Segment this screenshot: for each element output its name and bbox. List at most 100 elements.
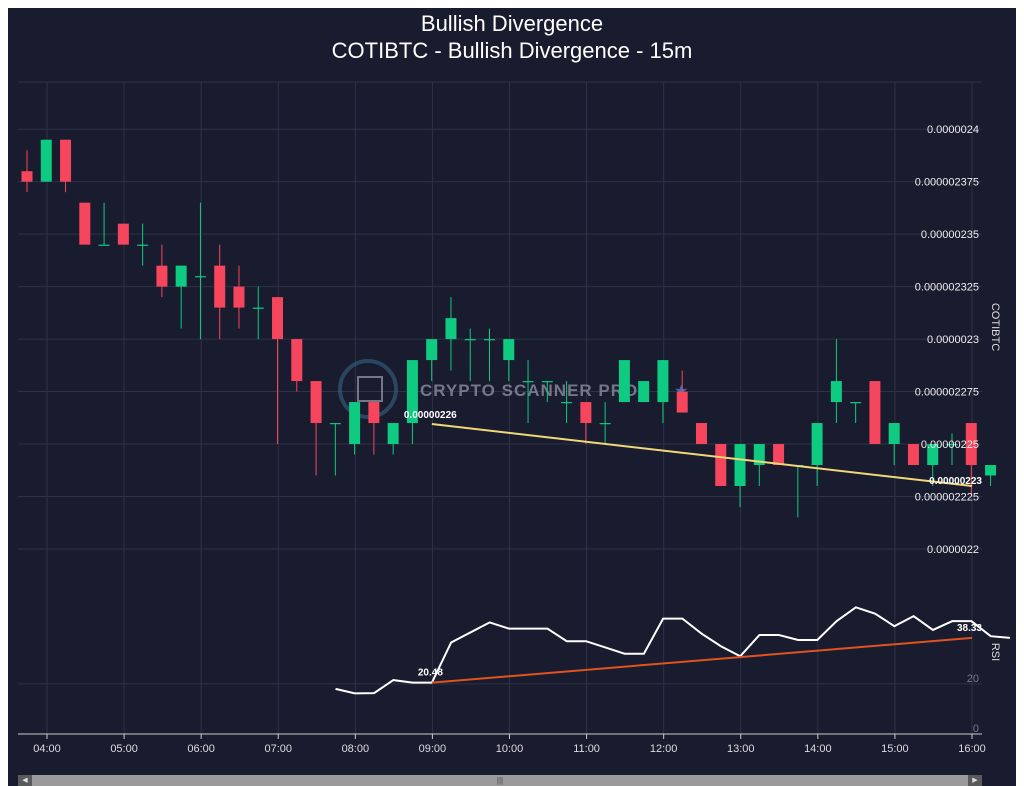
candle-body: [252, 307, 264, 309]
candle-body: [946, 444, 958, 446]
candle: [907, 444, 919, 466]
candle-body: [310, 381, 322, 424]
candle: [657, 360, 669, 424]
chart-title-block: Bullish Divergence COTIBTC - Bullish Div…: [0, 10, 1024, 64]
candle: [773, 444, 785, 466]
candle: [368, 402, 380, 455]
watermark: CRYPTO SCANNER PRO ★: [338, 359, 688, 419]
candle-body: [811, 423, 823, 466]
candle: [117, 223, 129, 245]
candle-body: [60, 139, 72, 182]
candle-body: [445, 318, 457, 340]
candle-body: [194, 276, 206, 278]
time-tick-label: 11:00: [573, 743, 600, 755]
candle-body: [214, 265, 226, 308]
candle: [484, 328, 495, 382]
candle-body: [927, 444, 939, 466]
candle: [349, 402, 361, 455]
candle-body: [599, 423, 611, 425]
candle: [272, 297, 284, 445]
candle-body: [638, 381, 650, 403]
candle: [60, 139, 72, 193]
axes: 04:00 05:00 06:00 07:00 08:00 09:00 10:00 11:00…: [18, 124, 986, 755]
candle-body: [387, 423, 399, 445]
scroll-right-arrow-icon[interactable]: ▶: [968, 775, 982, 786]
rsi-axis-label: RSI: [989, 643, 1001, 661]
price-divergence-end-label: 0.00000223: [929, 476, 982, 487]
candles[interactable]: [21, 139, 997, 518]
candle: [715, 444, 727, 487]
candle: [503, 339, 515, 382]
candle: [79, 202, 91, 245]
price-tick-label: 0.0000022: [927, 544, 979, 556]
candle: [869, 381, 881, 445]
scroll-thumb[interactable]: |||: [32, 775, 968, 786]
candle-body: [117, 223, 129, 245]
candle-body: [156, 265, 168, 287]
rsi-divergence-line: [431, 636, 973, 684]
candle: [156, 244, 168, 298]
candle-body: [329, 423, 341, 425]
chart-subtitle: COTIBTC - Bullish Divergence - 15m: [331, 38, 693, 63]
candle-body: [965, 423, 977, 466]
time-tick-label: 12:00: [650, 743, 678, 755]
price-tick-label: 0.0000023: [927, 334, 979, 346]
candle: [329, 423, 341, 476]
horizontal-scrollbar[interactable]: ◀ ||| ▶: [18, 775, 982, 786]
candle-body: [349, 402, 361, 445]
time-tick-label: 16:00: [958, 743, 986, 755]
candle: [946, 433, 958, 466]
candle: [137, 223, 149, 266]
candle-body: [368, 402, 380, 424]
time-tick-label: 04:00: [33, 743, 61, 755]
candle-body: [657, 360, 669, 403]
time-tick-label: 05:00: [110, 743, 138, 755]
rsi-line: [335, 606, 1011, 695]
time-tick-label: 14:00: [804, 743, 832, 755]
candle-body: [773, 444, 785, 466]
candle-body: [79, 202, 91, 245]
divergence-lines: 0.00000226 0.00000223: [404, 410, 983, 487]
candle-body: [830, 381, 842, 403]
candle-body: [406, 360, 418, 424]
candle: [695, 423, 707, 445]
candle-body: [272, 297, 284, 340]
candle-body: [753, 444, 765, 466]
scroll-left-arrow-icon[interactable]: ◀: [18, 775, 32, 786]
time-tick-label: 15:00: [881, 743, 909, 755]
candle: [927, 444, 939, 487]
candle: [580, 402, 592, 445]
candle: [194, 202, 206, 340]
time-tick-label: 13:00: [727, 743, 755, 755]
candle: [445, 297, 457, 371]
candle-body: [522, 381, 534, 383]
candle-body: [580, 402, 592, 424]
candle-body: [137, 244, 149, 246]
candle-body: [98, 244, 110, 246]
chart-title: Bullish Divergence: [420, 11, 604, 36]
price-tick-label: 0.00000235: [921, 229, 979, 241]
price-tick-label: 0.000002375: [915, 177, 979, 189]
candle: [811, 423, 823, 487]
price-tick-label: 0.000002325: [915, 282, 979, 294]
time-tick-label: 06:00: [187, 743, 215, 755]
grid: [18, 81, 982, 735]
candle: [406, 360, 418, 445]
price-tick-label: 0.00000225: [921, 439, 979, 451]
candle: [676, 370, 688, 413]
rsi-tick-label: 0: [973, 723, 979, 735]
candle-body: [869, 381, 881, 445]
candle: [21, 150, 33, 193]
candle: [464, 328, 476, 382]
candle: [522, 360, 534, 424]
candle-body: [676, 391, 688, 413]
price-divergence-start-label: 0.00000226: [404, 410, 457, 421]
candle: [734, 444, 746, 507]
candle: [175, 265, 187, 329]
rsi-tick-label: 20: [967, 673, 979, 685]
candle-body: [715, 444, 727, 487]
price-tick-label: 0.000002225: [915, 491, 979, 503]
candle-body: [291, 339, 303, 382]
candle-body: [618, 360, 630, 403]
